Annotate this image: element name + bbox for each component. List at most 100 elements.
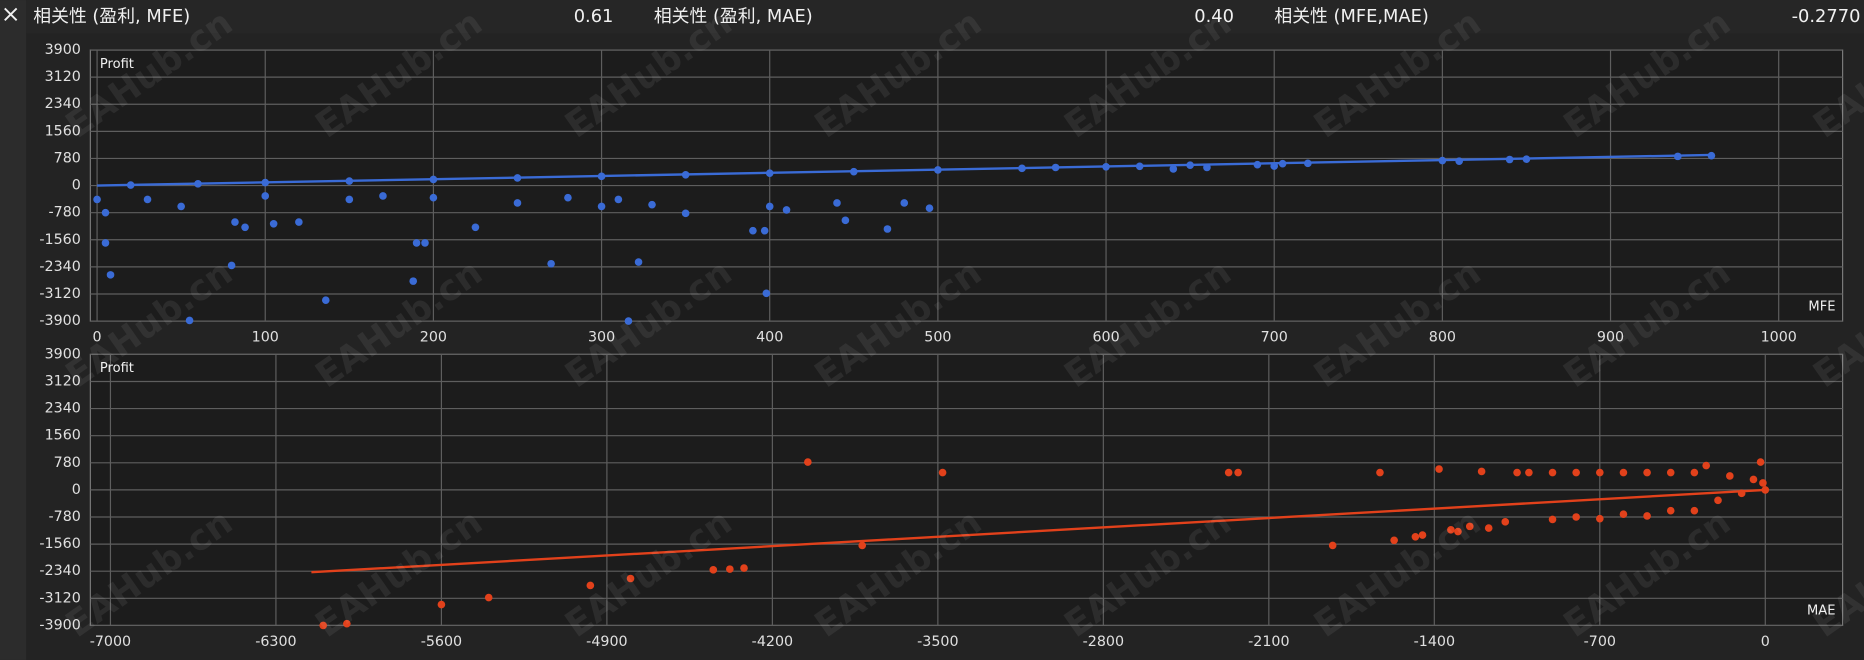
scatter-point bbox=[101, 208, 110, 217]
x-tick-label: 400 bbox=[756, 330, 783, 346]
scatter-point bbox=[1447, 526, 1455, 534]
scatter-point bbox=[345, 195, 354, 204]
y-tick-label: -1560 bbox=[39, 536, 80, 552]
x-tick-label: 200 bbox=[420, 330, 447, 346]
x-tick-label: -4900 bbox=[586, 634, 627, 650]
scatter-point bbox=[760, 226, 769, 235]
y-tick-label: -3120 bbox=[39, 590, 80, 606]
x-tick-label: 100 bbox=[252, 330, 279, 346]
scatter-point bbox=[101, 239, 110, 247]
y-tick-label: -780 bbox=[48, 509, 80, 525]
x-tick-label: 0 bbox=[93, 330, 102, 346]
y-tick-label: 3120 bbox=[45, 373, 81, 389]
scatter-point bbox=[1572, 513, 1580, 521]
y-tick-label: -3120 bbox=[39, 286, 80, 302]
scatter-point bbox=[804, 458, 812, 466]
y-tick-label: 3900 bbox=[45, 42, 81, 58]
scatter-point bbox=[437, 600, 446, 609]
scatter-point bbox=[709, 566, 718, 574]
scatter-point bbox=[1666, 468, 1675, 477]
scatter-point bbox=[177, 202, 185, 211]
x-tick-label: 500 bbox=[924, 330, 951, 346]
scatter-point bbox=[648, 200, 656, 209]
x-tick-label: 300 bbox=[588, 330, 615, 346]
y-tick-label: 780 bbox=[54, 150, 81, 166]
scatter-point bbox=[343, 619, 351, 628]
scatter-point bbox=[295, 218, 303, 226]
trend-line bbox=[97, 153, 1712, 187]
scatter-point bbox=[1690, 468, 1699, 477]
scatter-point bbox=[1714, 496, 1722, 505]
y-tick-label: -3900 bbox=[39, 617, 80, 633]
scatter-point bbox=[1169, 165, 1178, 173]
x-tick-label: -2800 bbox=[1083, 634, 1124, 650]
scatter-point bbox=[624, 317, 633, 325]
y-tick-label: -2340 bbox=[39, 563, 80, 579]
scatter-point bbox=[231, 218, 239, 226]
x-tick-label: -7000 bbox=[90, 634, 131, 650]
x-tick-label: -5600 bbox=[421, 634, 462, 650]
scatter-point bbox=[547, 259, 555, 268]
scatter-point bbox=[1234, 468, 1242, 477]
header-bar bbox=[26, 0, 1864, 34]
y-tick-label: 2340 bbox=[45, 96, 81, 112]
close-button[interactable] bbox=[4, 7, 18, 21]
x-tick-label: 1000 bbox=[1761, 330, 1797, 346]
y-tick-label: 2340 bbox=[45, 401, 81, 417]
y-tick-label: 780 bbox=[54, 455, 81, 471]
scatter-point bbox=[412, 239, 421, 247]
scatter-point bbox=[1411, 532, 1420, 541]
scatter-point bbox=[1619, 468, 1628, 477]
scatter-point bbox=[421, 239, 429, 247]
scatter-point bbox=[471, 223, 480, 232]
header-label: 相关性 (盈利, MFE) bbox=[33, 6, 190, 27]
scatter-point bbox=[1759, 479, 1767, 487]
scatter-point bbox=[185, 316, 194, 325]
scatter-point bbox=[1690, 506, 1699, 515]
scatter-point bbox=[93, 195, 101, 204]
x-tick-label: 800 bbox=[1429, 330, 1456, 346]
x-tick-label: -4200 bbox=[752, 634, 793, 650]
y-tick-label: -1560 bbox=[39, 232, 80, 248]
scatter-point bbox=[1465, 522, 1474, 531]
scatter-point bbox=[143, 195, 152, 204]
scatter-point bbox=[1435, 465, 1443, 473]
scatter-point bbox=[1454, 527, 1462, 536]
scatter-point bbox=[1666, 506, 1675, 515]
y-tick-label: 0 bbox=[72, 482, 81, 498]
y-tick-label: 1560 bbox=[45, 123, 81, 139]
scatter-point bbox=[938, 468, 947, 477]
x-tick-label: 700 bbox=[1261, 330, 1288, 346]
scatter-point bbox=[1390, 536, 1398, 545]
y-tick-label: 0 bbox=[72, 178, 81, 194]
scatter-point bbox=[1726, 472, 1734, 480]
scatter-point bbox=[1702, 461, 1710, 470]
scatter-point bbox=[900, 199, 909, 207]
scatter-point bbox=[833, 199, 841, 207]
scatter-point bbox=[597, 202, 606, 211]
scatter-point bbox=[1418, 531, 1427, 539]
y-tick-label: -780 bbox=[48, 205, 80, 221]
scatter-point bbox=[1548, 515, 1557, 524]
header-value: 0.40 bbox=[1194, 6, 1234, 27]
scatter-point bbox=[1761, 486, 1770, 494]
scatter-point bbox=[1501, 518, 1510, 526]
scatter-point bbox=[319, 621, 328, 630]
scatter-point bbox=[261, 192, 270, 200]
scatter-point bbox=[321, 296, 330, 305]
scatter-point bbox=[1328, 541, 1337, 550]
scatter-point bbox=[1224, 468, 1233, 477]
scatter-point bbox=[1477, 467, 1486, 476]
x-tick-label: -2100 bbox=[1248, 634, 1289, 650]
scatter-point bbox=[883, 225, 892, 233]
scatter-point bbox=[1643, 512, 1651, 520]
scatter-point bbox=[564, 193, 572, 202]
scatter-point bbox=[409, 277, 418, 285]
scatter-point bbox=[614, 195, 623, 204]
y-tick-label: -2340 bbox=[39, 259, 80, 275]
x-tick-label: 0 bbox=[1761, 634, 1770, 650]
y-tick-label: 1560 bbox=[45, 428, 81, 444]
scatter-point bbox=[1596, 468, 1604, 477]
header-value: -0.2770 bbox=[1792, 6, 1861, 27]
trend-line bbox=[311, 488, 1766, 574]
